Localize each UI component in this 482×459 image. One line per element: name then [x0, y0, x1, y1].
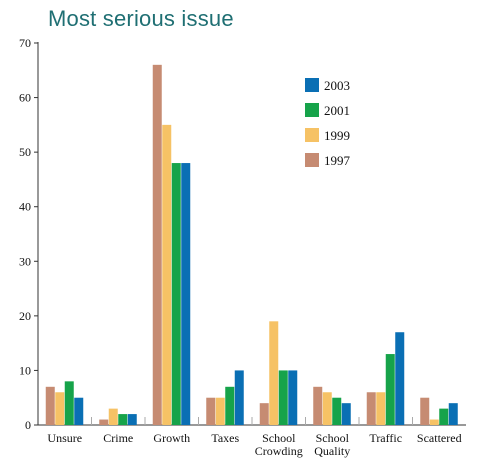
legend-swatch-1997 — [305, 153, 319, 167]
legend-swatch-1999 — [305, 128, 319, 142]
bar-2001 — [64, 381, 74, 425]
legend-label: 1999 — [324, 128, 350, 143]
x-tick-label: Crime — [103, 431, 133, 445]
x-tick-label: Scattered — [417, 431, 462, 445]
legend-label: 2003 — [324, 78, 350, 93]
y-tick-label: 60 — [19, 91, 31, 105]
bar-2001 — [225, 386, 235, 425]
y-tick-label: 20 — [19, 309, 31, 323]
bar-2001 — [278, 370, 288, 425]
y-tick-label: 40 — [19, 200, 31, 214]
legend-label: 1997 — [324, 153, 351, 168]
bar-2003 — [127, 414, 137, 425]
x-tick-label: School — [262, 431, 296, 445]
bar-1999 — [429, 419, 439, 425]
bar-1999 — [108, 408, 118, 425]
bar-1997 — [420, 397, 430, 425]
x-tick-label: Unsure — [47, 431, 82, 445]
bar-2003 — [448, 403, 458, 425]
bar-2003 — [181, 163, 191, 426]
legend-label: 2001 — [324, 103, 350, 118]
bar-2001 — [118, 414, 128, 425]
y-tick-label: 0 — [25, 418, 31, 432]
x-tick-label: Quality — [314, 444, 350, 458]
bar-2003 — [395, 332, 405, 425]
bar-1997 — [45, 386, 55, 425]
bar-1997 — [99, 419, 109, 425]
bar-1997 — [152, 64, 162, 425]
bar-2001 — [171, 163, 181, 426]
bar-2003 — [341, 403, 351, 425]
x-tick-label: School — [316, 431, 350, 445]
legend-swatch-2003 — [305, 78, 319, 92]
bar-1999 — [162, 124, 172, 425]
bar-2003 — [74, 397, 84, 425]
bar-1999 — [215, 397, 225, 425]
x-tick-label: Growth — [153, 431, 190, 445]
bar-2001 — [385, 354, 395, 425]
chart-title: Most serious issue — [48, 6, 234, 31]
x-tick-label: Taxes — [211, 431, 239, 445]
bar-2003 — [234, 370, 244, 425]
legend-swatch-2001 — [305, 103, 319, 117]
bar-1999 — [55, 392, 65, 425]
x-tick-label: Traffic — [369, 431, 402, 445]
bar-1997 — [366, 392, 376, 425]
y-tick-label: 70 — [19, 36, 31, 50]
x-tick-label: Crowding — [255, 444, 303, 458]
y-tick-label: 50 — [19, 145, 31, 159]
bar-1999 — [269, 321, 279, 425]
bar-2001 — [332, 397, 342, 425]
bar-1997 — [313, 386, 323, 425]
y-tick-label: 10 — [19, 363, 31, 377]
bar-1999 — [376, 392, 386, 425]
bar-1999 — [322, 392, 332, 425]
y-tick-label: 30 — [19, 254, 31, 268]
bar-1997 — [259, 403, 269, 425]
bar-2001 — [439, 408, 449, 425]
bar-2003 — [288, 370, 298, 425]
bar-1997 — [206, 397, 216, 425]
